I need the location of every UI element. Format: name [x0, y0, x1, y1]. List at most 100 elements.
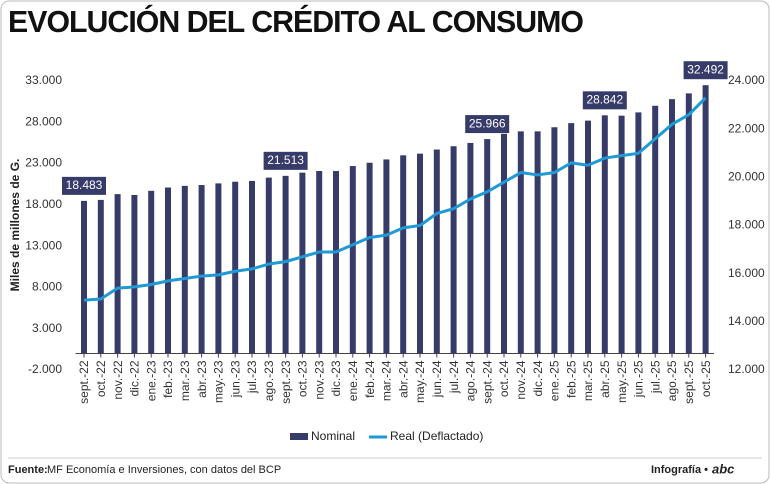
- bar: [400, 155, 407, 354]
- bar: [148, 190, 155, 354]
- source-label: Fuente:: [8, 464, 48, 476]
- y-tick-label: -2.000: [28, 362, 62, 376]
- y-tick-label: 8.000: [32, 280, 62, 294]
- x-tick-label: dic.-23: [329, 360, 343, 396]
- bar: [551, 127, 558, 354]
- bar: [232, 181, 239, 354]
- chart-title: EVOLUCIÓN DEL CRÉDITO AL CONSUMO: [8, 3, 583, 39]
- bar: [181, 185, 188, 354]
- value-label-box: [263, 151, 308, 170]
- value-label-box: [683, 61, 728, 80]
- x-tick-label: ene.-23: [144, 360, 158, 401]
- bar: [349, 166, 356, 354]
- x-tick-label: oct.-23: [296, 360, 310, 397]
- bar: [685, 93, 692, 354]
- line: [83, 96, 707, 302]
- x-tick-label: sept.-25: [682, 360, 696, 404]
- x-tick-label: jul.-23: [245, 360, 259, 394]
- x-tick-label: nov.-22: [111, 360, 125, 399]
- y-tick-label: 3.000: [32, 321, 62, 335]
- y-tick-label: 33.000: [25, 73, 62, 87]
- x-tick-label: abr.-24: [396, 360, 410, 398]
- bar: [517, 131, 524, 354]
- x-tick-label: mar.-23: [178, 360, 192, 401]
- x-tick-label: ene.-24: [346, 360, 360, 401]
- bar: [333, 171, 339, 354]
- y2-tick-label: 12.000: [728, 362, 765, 376]
- bar: [450, 146, 457, 354]
- bar: [501, 133, 507, 354]
- value-label-box: [465, 115, 510, 134]
- x-tick-label: oct.-22: [94, 360, 108, 397]
- y-tick-label: 18.000: [25, 197, 62, 211]
- x-tick-label: ago.-25: [665, 360, 679, 401]
- x-tick-label: jun.-25: [632, 360, 646, 398]
- x-tick-label: jul.-24: [447, 360, 461, 394]
- bar: [601, 115, 608, 354]
- bar: [618, 115, 625, 354]
- x-tick-label: oct.-24: [497, 360, 511, 397]
- value-label-box: [582, 91, 627, 110]
- bar: [417, 153, 423, 354]
- bar: [702, 85, 709, 354]
- y2-tick-label: 22.000: [728, 121, 765, 135]
- x-tick-label: jun.-23: [228, 360, 242, 398]
- bar: [433, 149, 440, 354]
- bar: [652, 105, 659, 354]
- bar: [383, 159, 390, 354]
- bar: [635, 112, 642, 354]
- y-tick-label: 28.000: [25, 114, 62, 128]
- x-tick-label: abr.-23: [195, 360, 209, 398]
- y-axis-label: Miles de millones de G.: [8, 159, 22, 292]
- bar: [131, 194, 138, 354]
- bar: [568, 123, 575, 354]
- y-tick-label: 13.000: [25, 238, 62, 252]
- bar: [484, 139, 491, 354]
- x-tick-label: may.-25: [615, 360, 629, 403]
- bar: [366, 162, 373, 354]
- x-tick-label: sept.-22: [77, 360, 91, 404]
- bar: [114, 194, 121, 354]
- x-tick-label: ago.-24: [464, 360, 478, 401]
- bar: [97, 199, 104, 354]
- value-label: 28.842: [586, 93, 623, 107]
- bar: [198, 185, 205, 354]
- y2-tick-label: 18.000: [728, 218, 765, 232]
- bar: [299, 172, 306, 354]
- value-label: 25.966: [469, 116, 506, 130]
- bar: [316, 171, 323, 354]
- y2-tick-label: 24.000: [728, 73, 765, 87]
- value-label: 32.492: [687, 62, 724, 76]
- bar: [282, 175, 289, 354]
- bar: [467, 142, 474, 354]
- bar: [165, 187, 171, 354]
- bar: [585, 120, 591, 354]
- y2-tick-label: 14.000: [728, 314, 765, 328]
- x-tick-label: feb.-23: [161, 360, 175, 398]
- bar: [669, 99, 675, 354]
- x-tick-label: jun.-24: [430, 360, 444, 398]
- x-tick-label: nov.-23: [312, 360, 326, 399]
- x-tick-label: sept.-24: [480, 360, 494, 404]
- x-tick-label: dic.-22: [128, 360, 142, 396]
- x-tick-label: feb.-25: [564, 360, 578, 398]
- source: MF Economía e Inversiones, con datos del…: [47, 464, 281, 476]
- y-tick-label: 23.000: [25, 156, 62, 170]
- bar: [215, 183, 222, 354]
- x-tick-label: may.-23: [212, 360, 226, 403]
- y2-tick-label: 20.000: [728, 170, 765, 184]
- value-label-box: [62, 176, 106, 195]
- logo: abc: [712, 461, 735, 476]
- bar: [534, 131, 541, 354]
- legend-swatch: [290, 433, 308, 440]
- bar: [81, 200, 87, 354]
- x-tick-label: oct.-25: [699, 360, 713, 397]
- x-tick-label: feb.-24: [363, 360, 377, 398]
- x-tick-label: sept.-23: [279, 360, 293, 404]
- x-tick-label: ago.-23: [262, 360, 276, 401]
- x-tick-label: jul.-25: [648, 360, 662, 394]
- legend-label: Nominal: [311, 429, 355, 443]
- legend-label: Real (Deflactado): [390, 429, 483, 443]
- x-tick-label: mar.-25: [581, 360, 595, 401]
